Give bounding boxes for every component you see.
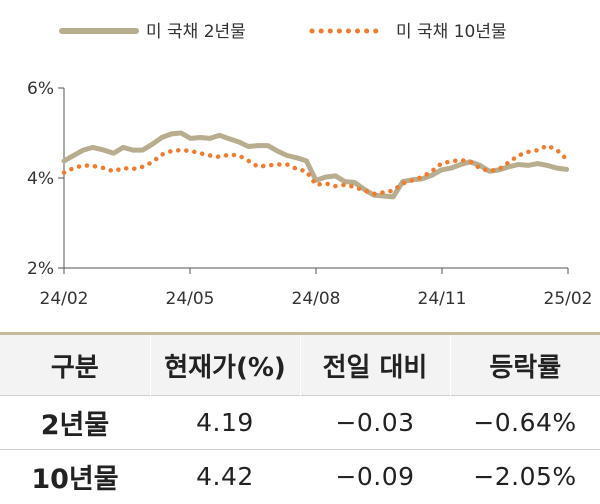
cell-price-2y: 4.19: [196, 408, 254, 437]
x-tick-label: 24/08: [292, 289, 341, 309]
legend-label-2y: 미 국채 2년물: [146, 22, 246, 42]
x-tick-label: 24/11: [418, 289, 467, 309]
header-category: 구분: [50, 352, 99, 383]
cell-change-2y: −0.03: [335, 408, 415, 437]
row-label-10y: 10년물: [31, 464, 119, 496]
header-change: 전일 대비: [299, 333, 450, 396]
table-row: 10년물 4.42 −0.09 −2.05%: [0, 449, 600, 504]
chart-axes: 2% 4% 6% 24/02 24/05 24/08 24/11 25/02: [27, 79, 592, 309]
series-line-10y: [61, 143, 569, 197]
chart-legend: 미 국채 2년물 미 국채 10년물: [59, 22, 507, 42]
y-tick-label: 2%: [27, 259, 54, 279]
cell-rate-2y: −0.64%: [473, 408, 577, 437]
chart-series: [61, 130, 570, 200]
x-tick-label: 24/02: [40, 289, 89, 309]
header-rate: 등락률: [449, 333, 600, 396]
yield-line-chart: 미 국채 2년물 미 국채 10년물 2%4%6%24/02 24/05 24/08 2…: [27, 22, 592, 309]
table-header-row: 구분 현재가(%) 전일 대비 등락률: [0, 333, 600, 396]
legend-label-10y: 미 국채 10년물: [396, 22, 507, 42]
cell-price-10y: 4.42: [196, 462, 254, 492]
x-tick-label: 24/05: [166, 289, 215, 309]
row-label-2y: 2년물: [40, 410, 110, 441]
summary-table: 구분 현재가(%) 전일 대비 등락률 2년물 4.19 −0.03 −0.64…: [0, 332, 600, 504]
table-row: 2년물 4.19 −0.03 −0.64%: [0, 395, 600, 450]
x-tick-label: 25/02: [544, 289, 593, 309]
yield-summary-table: 구분 현재가(%) 전일 대비 등락률 2년물 4.19 −0.03 −0.64…: [0, 332, 600, 504]
y-tick-label: 4%: [27, 169, 54, 189]
cell-rate-10y: −2.05%: [473, 462, 577, 492]
header-price: 현재가(%): [149, 333, 300, 396]
y-tick-label: 6%: [27, 79, 54, 99]
cell-change-10y: −0.09: [335, 462, 415, 492]
series-line-2y: [61, 130, 570, 200]
